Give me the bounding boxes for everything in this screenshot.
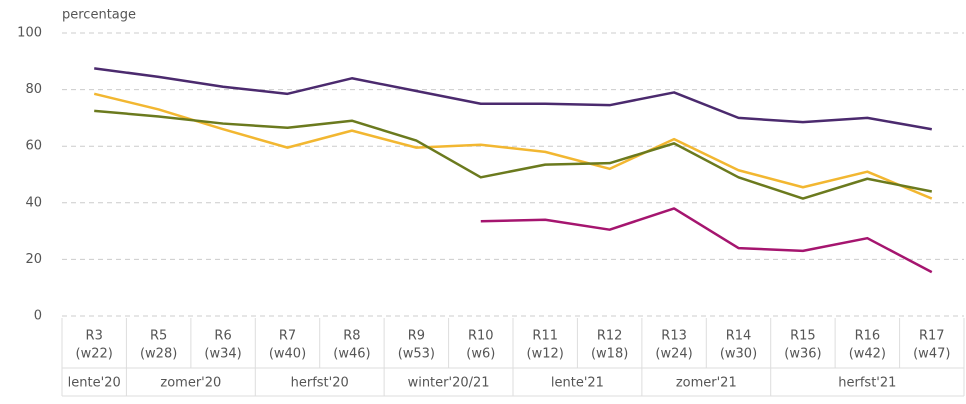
- series-line: [94, 109, 933, 200]
- y-tick-label: 80: [25, 82, 42, 97]
- series-line: [480, 207, 933, 274]
- y-tick-label: 20: [25, 252, 42, 267]
- group-label: zomer'21: [676, 376, 737, 391]
- y-tick-label: 0: [34, 309, 42, 324]
- x-tick-label: R10: [468, 329, 494, 344]
- x-tick-sublabel: (w34): [204, 347, 241, 362]
- x-tick-label: R9: [408, 329, 425, 344]
- x-tick-label: R3: [86, 329, 103, 344]
- x-tick-label: R14: [726, 329, 752, 344]
- y-tick-label: 60: [25, 139, 42, 154]
- series-line: [94, 67, 933, 131]
- x-tick-sublabel: (w46): [333, 347, 370, 362]
- series-line: [93, 92, 933, 200]
- x-tick-sublabel: (w12): [527, 347, 564, 362]
- x-tick-sublabel: (w53): [398, 347, 435, 362]
- y-tick-label: 100: [17, 26, 42, 41]
- x-tick-sublabel: (w28): [140, 347, 177, 362]
- x-tick-sublabel: (w22): [76, 347, 113, 362]
- x-tick-label: R17: [919, 329, 945, 344]
- x-tick-sublabel: (w40): [269, 347, 306, 362]
- x-tick-sublabel: (w18): [591, 347, 628, 362]
- group-label: lente'20: [68, 376, 121, 391]
- x-tick-label: R15: [790, 329, 816, 344]
- x-tick-label: R6: [214, 329, 231, 344]
- x-tick-label: R12: [597, 329, 623, 344]
- x-tick-label: R5: [150, 329, 167, 344]
- x-tick-label: R7: [279, 329, 296, 344]
- x-tick-sublabel: (w47): [913, 347, 950, 362]
- x-tick-label: R8: [343, 329, 360, 344]
- group-label: herfst'21: [838, 376, 896, 391]
- group-label: lente'21: [551, 376, 604, 391]
- x-tick-label: R11: [532, 329, 558, 344]
- y-tick-label: 40: [25, 195, 42, 210]
- x-tick-sublabel: (w36): [784, 347, 821, 362]
- x-tick-sublabel: (w24): [655, 347, 692, 362]
- y-axis-title: percentage: [62, 8, 136, 23]
- x-tick-sublabel: (w30): [720, 347, 757, 362]
- group-label: herfst'20: [291, 376, 349, 391]
- group-label: zomer'20: [160, 376, 221, 391]
- x-tick-label: R16: [855, 329, 881, 344]
- group-label: winter'20/21: [408, 376, 490, 391]
- x-tick-sublabel: (w42): [849, 347, 886, 362]
- x-tick-label: R13: [661, 329, 687, 344]
- x-tick-sublabel: (w6): [466, 347, 495, 362]
